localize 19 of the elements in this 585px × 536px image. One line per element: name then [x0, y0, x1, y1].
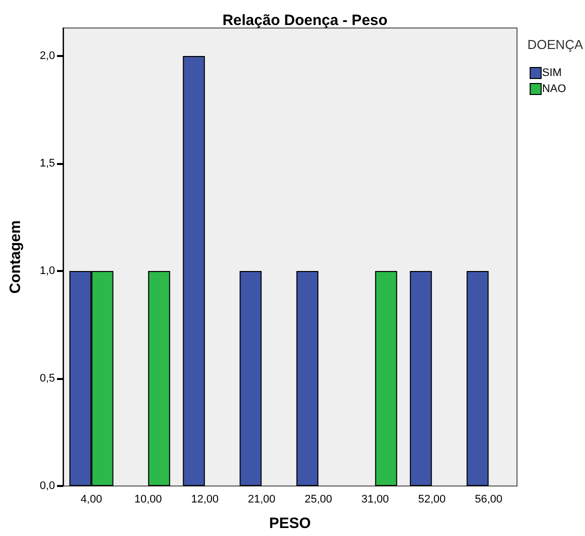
- x-axis-title: PESO: [269, 515, 312, 532]
- y-tick-label: 0,0: [40, 480, 55, 492]
- y-tick-label: 1,0: [40, 264, 55, 277]
- legend-label: NAO: [542, 83, 566, 95]
- y-axis-title: Contagem: [7, 220, 24, 294]
- x-tick-label: 10,00: [134, 494, 162, 506]
- chart-title: Relação Doença - Peso: [222, 12, 388, 29]
- y-tick-label: 1,5: [40, 157, 55, 170]
- x-tick-label: 56,00: [474, 494, 502, 506]
- y-tick-label: 2,0: [40, 50, 55, 62]
- x-tick-label: 25,00: [304, 494, 332, 506]
- legend-label: SIM: [542, 67, 562, 79]
- legend-title: DOENÇA: [527, 37, 584, 52]
- x-tick-label: 12,00: [191, 494, 219, 506]
- y-tick-label: 0,5: [40, 372, 55, 384]
- x-tick-label: 31,00: [361, 494, 389, 506]
- x-tick-label: 21,00: [248, 494, 276, 506]
- x-tick-label: 4,00: [80, 494, 102, 506]
- x-tick-label: 52,00: [418, 494, 446, 506]
